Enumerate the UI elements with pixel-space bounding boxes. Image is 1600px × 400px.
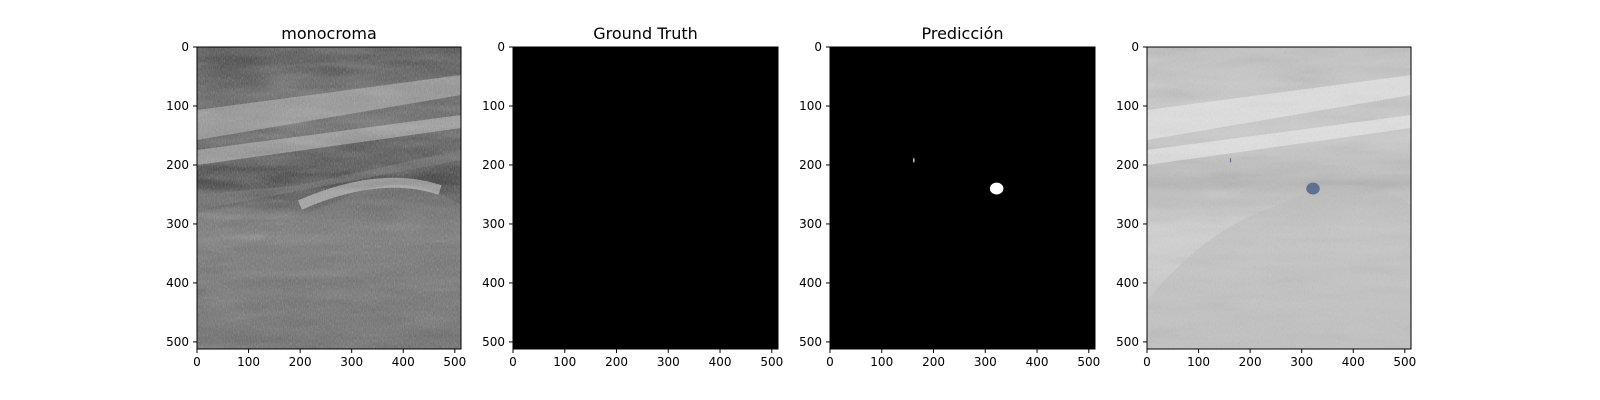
panel-title: Ground Truth [593,24,698,43]
panel-monocroma [197,47,461,349]
y-tick-label: 300 [1116,217,1139,231]
x-tick-label: 200 [289,355,312,369]
y-tick-label: 400 [1116,276,1139,290]
axes-panel-4: 0 100 200 300 400 500 0 100 200 300 400 500 [1116,40,1416,369]
panel-overlay [1147,47,1411,349]
y-tick-label: 200 [1116,158,1139,172]
x-tick-label: 300 [974,355,997,369]
ground-truth-mask [513,47,778,349]
x-tick-label: 0 [826,355,834,369]
x-tick-label: 400 [1026,355,1049,369]
prediction-mask [830,47,1095,349]
y-tick-label: 500 [799,335,822,349]
x-tick-label: 0 [509,355,517,369]
y-tick-label: 200 [482,158,505,172]
y-tick-label: 0 [814,40,822,54]
x-tick-label: 500 [1393,355,1416,369]
panel-title: monocroma [281,24,377,43]
prediction-blob-2 [913,157,915,163]
y-tick-label: 300 [799,217,822,231]
y-tick-label: 400 [799,276,822,290]
y-tick-label: 0 [497,40,505,54]
x-tick-label: 100 [237,355,260,369]
panel-prediccion [830,47,1095,349]
x-tick-label: 200 [922,355,945,369]
axes-frame [1146,46,1412,350]
y-tick-label: 0 [1131,40,1139,54]
prediction-blob-1 [989,182,1004,195]
y-tick-label: 400 [482,276,505,290]
x-tick-label: 400 [1342,355,1365,369]
x-tick-label: 400 [392,355,415,369]
y-tick-label: 100 [482,99,505,113]
x-tick-label: 200 [605,355,628,369]
y-tick-label: 400 [166,276,189,290]
axes-frame [829,46,1096,350]
y-tick-label: 0 [181,40,189,54]
y-tick-label: 100 [1116,99,1139,113]
y-tick-label: 500 [166,335,189,349]
overlay-blob-1 [1306,182,1320,195]
x-tick-label: 300 [1290,355,1313,369]
x-tick-label: 100 [870,355,893,369]
y-tick-label: 300 [166,217,189,231]
y-tick-label: 100 [799,99,822,113]
overlay-blob-2 [1229,157,1232,163]
y-tick-label: 200 [166,158,189,172]
x-tick-label: 400 [709,355,732,369]
axes-panel-2: Ground Truth 0 100 200 300 400 500 0 100 200 300 40… [482,24,783,369]
x-tick-label: 500 [1077,355,1100,369]
y-tick-label: 500 [1116,335,1139,349]
y-tick-label: 500 [482,335,505,349]
x-tick-label: 300 [340,355,363,369]
y-tick-label: 200 [799,158,822,172]
x-tick-label: 300 [657,355,680,369]
x-tick-label: 100 [1187,355,1210,369]
axes-frame [196,46,462,350]
axes-panel-3: Predicción 0 100 200 300 400 500 0 100 200 300 400 5… [799,24,1100,369]
panel-title: Predicción [921,24,1003,43]
y-tick-label: 100 [166,99,189,113]
y-tick-label: 300 [482,217,505,231]
x-tick-label: 0 [1143,355,1151,369]
x-tick-label: 100 [553,355,576,369]
x-tick-label: 200 [1239,355,1262,369]
x-tick-label: 500 [443,355,466,369]
x-tick-label: 500 [760,355,783,369]
x-tick-label: 0 [193,355,201,369]
axes-panel-1: monocroma 0 100 200 300 400 500 0 100 200 300 400 50… [166,24,466,369]
axes-frame [512,46,779,350]
